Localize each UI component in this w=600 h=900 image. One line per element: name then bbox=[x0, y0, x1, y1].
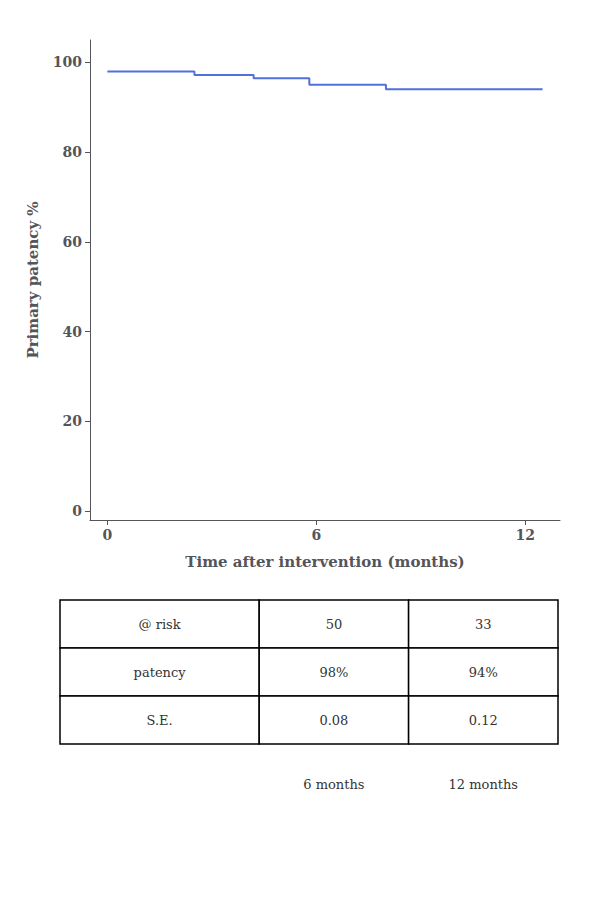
svg-text:patency: patency bbox=[134, 665, 187, 680]
svg-text:20: 20 bbox=[63, 413, 83, 429]
svg-text:80: 80 bbox=[63, 144, 83, 160]
svg-text:0.08: 0.08 bbox=[319, 713, 348, 728]
svg-text:100: 100 bbox=[53, 54, 82, 70]
svg-text:0.12: 0.12 bbox=[469, 713, 498, 728]
svg-text:@ risk: @ risk bbox=[139, 617, 181, 632]
svg-text:33: 33 bbox=[475, 617, 492, 632]
svg-text:Time after intervention (month: Time after intervention (months) bbox=[185, 553, 464, 571]
svg-text:12: 12 bbox=[515, 527, 534, 543]
svg-text:98%: 98% bbox=[319, 665, 348, 680]
svg-text:50: 50 bbox=[326, 617, 343, 632]
svg-text:6 months: 6 months bbox=[303, 777, 364, 792]
svg-text:0: 0 bbox=[103, 527, 113, 543]
svg-text:40: 40 bbox=[63, 324, 83, 340]
svg-text:S.E.: S.E. bbox=[146, 713, 172, 728]
svg-text:6: 6 bbox=[311, 527, 321, 543]
svg-text:0: 0 bbox=[72, 503, 82, 519]
svg-text:94%: 94% bbox=[469, 665, 498, 680]
svg-text:Primary patency %: Primary patency % bbox=[24, 201, 42, 358]
svg-text:12 months: 12 months bbox=[449, 777, 518, 792]
svg-text:60: 60 bbox=[63, 234, 83, 250]
